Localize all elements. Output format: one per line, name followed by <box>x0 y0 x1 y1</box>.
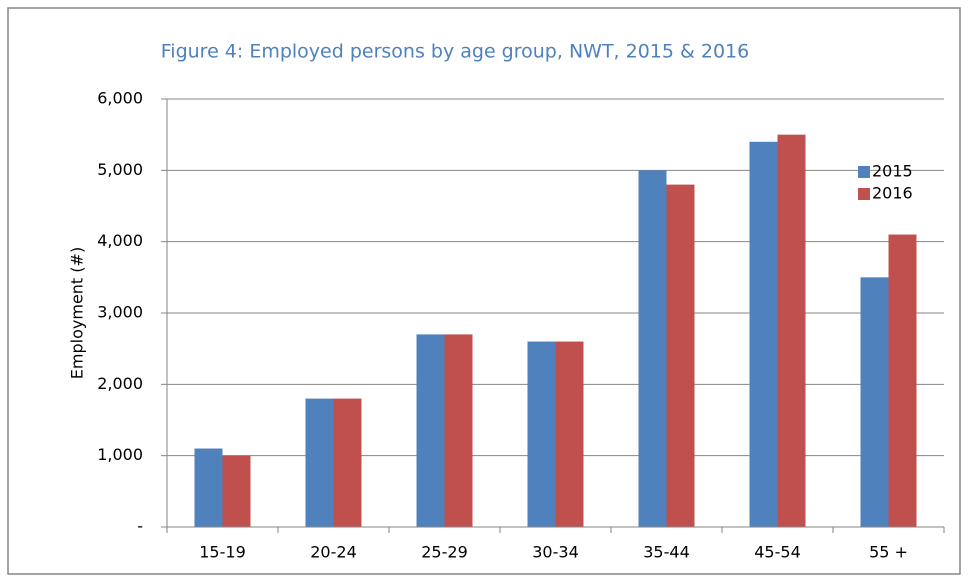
bar <box>305 398 334 527</box>
x-tick-label: 35-44 <box>643 543 690 562</box>
bar <box>777 134 806 527</box>
bar <box>333 398 362 527</box>
x-tick-label: 25-29 <box>421 543 468 562</box>
legend-label: 2016 <box>872 184 913 203</box>
bar <box>888 234 917 528</box>
bar <box>860 277 889 527</box>
legend-swatch <box>858 166 870 178</box>
y-axis-label: Employment (#) <box>68 247 87 379</box>
bar <box>222 455 251 527</box>
bar <box>666 184 695 527</box>
bar <box>749 141 778 528</box>
x-tick-label: 55 + <box>869 543 908 562</box>
y-tick-label: 2,000 <box>97 374 143 393</box>
y-tick-label: - <box>137 517 143 536</box>
chart-border <box>7 7 961 575</box>
bar <box>555 341 584 527</box>
x-tick-label: 30-34 <box>532 543 579 562</box>
bar <box>444 334 473 527</box>
y-tick-label: 3,000 <box>97 303 143 322</box>
x-tick-label: 45-54 <box>754 543 801 562</box>
bar <box>527 341 556 527</box>
bar <box>638 170 667 528</box>
x-tick-label: 15-19 <box>199 543 246 562</box>
y-tick-label: 1,000 <box>97 445 143 464</box>
y-tick-label: 6,000 <box>97 89 143 108</box>
y-tick-label: 4,000 <box>97 231 143 250</box>
y-tick-label: 5,000 <box>97 160 143 179</box>
x-tick-label: 20-24 <box>310 543 357 562</box>
chart-title: Figure 4: Employed persons by age group,… <box>161 41 749 63</box>
bar <box>194 448 223 527</box>
legend-label: 2015 <box>872 162 913 181</box>
bar <box>416 334 445 527</box>
legend-swatch <box>858 188 870 200</box>
